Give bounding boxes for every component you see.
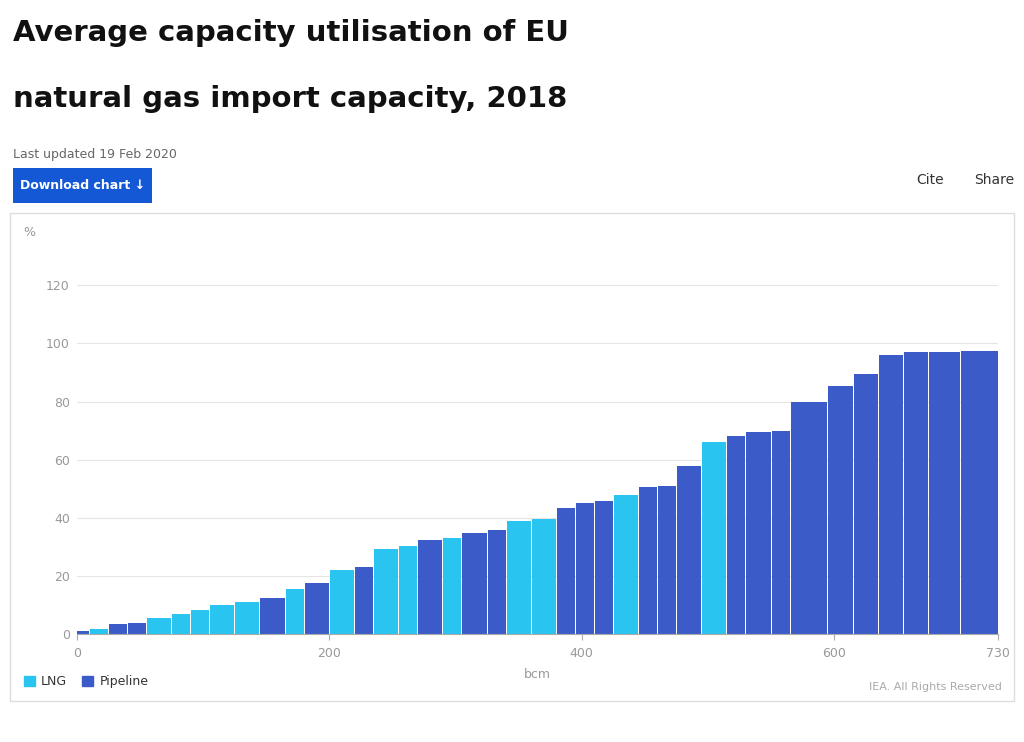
Bar: [190, 610, 209, 634]
Text: Last updated 19 Feb 2020: Last updated 19 Feb 2020: [13, 148, 177, 162]
Bar: [575, 503, 594, 634]
Bar: [930, 352, 961, 634]
Bar: [702, 442, 726, 634]
Bar: [828, 386, 853, 634]
Bar: [487, 530, 506, 634]
Bar: [677, 465, 701, 634]
Bar: [507, 521, 530, 634]
Bar: [304, 583, 329, 634]
Bar: [330, 571, 354, 634]
Text: Cite: Cite: [916, 173, 944, 187]
Legend: LNG, Pipeline: LNG, Pipeline: [18, 671, 154, 694]
Bar: [443, 539, 462, 634]
Bar: [210, 605, 234, 634]
Bar: [418, 540, 442, 634]
Bar: [639, 487, 657, 634]
Bar: [109, 624, 127, 634]
Bar: [77, 631, 89, 634]
Text: Share: Share: [974, 173, 1014, 187]
Bar: [854, 374, 878, 634]
Bar: [128, 623, 145, 634]
Bar: [772, 430, 790, 634]
Bar: [904, 352, 929, 634]
Bar: [399, 545, 417, 634]
Bar: [746, 432, 771, 634]
Bar: [463, 533, 486, 634]
Bar: [791, 401, 827, 634]
Text: IEA. All Rights Reserved: IEA. All Rights Reserved: [868, 682, 1001, 692]
Bar: [355, 568, 373, 634]
Bar: [236, 603, 259, 634]
X-axis label: bcm: bcm: [524, 669, 551, 681]
Text: Average capacity utilisation of EU: Average capacity utilisation of EU: [13, 19, 569, 47]
Bar: [90, 628, 108, 634]
Bar: [172, 614, 189, 634]
Bar: [557, 508, 574, 634]
Bar: [879, 355, 903, 634]
Bar: [146, 618, 171, 634]
Text: natural gas import capacity, 2018: natural gas import capacity, 2018: [13, 85, 567, 114]
Bar: [286, 589, 303, 634]
Text: %: %: [24, 226, 36, 239]
Text: Download chart ↓: Download chart ↓: [19, 179, 145, 192]
Bar: [531, 519, 556, 634]
Bar: [613, 495, 638, 634]
Bar: [727, 436, 745, 634]
Bar: [260, 598, 285, 634]
Bar: [374, 548, 398, 634]
Bar: [658, 486, 676, 634]
Bar: [962, 350, 998, 634]
Bar: [595, 501, 612, 634]
